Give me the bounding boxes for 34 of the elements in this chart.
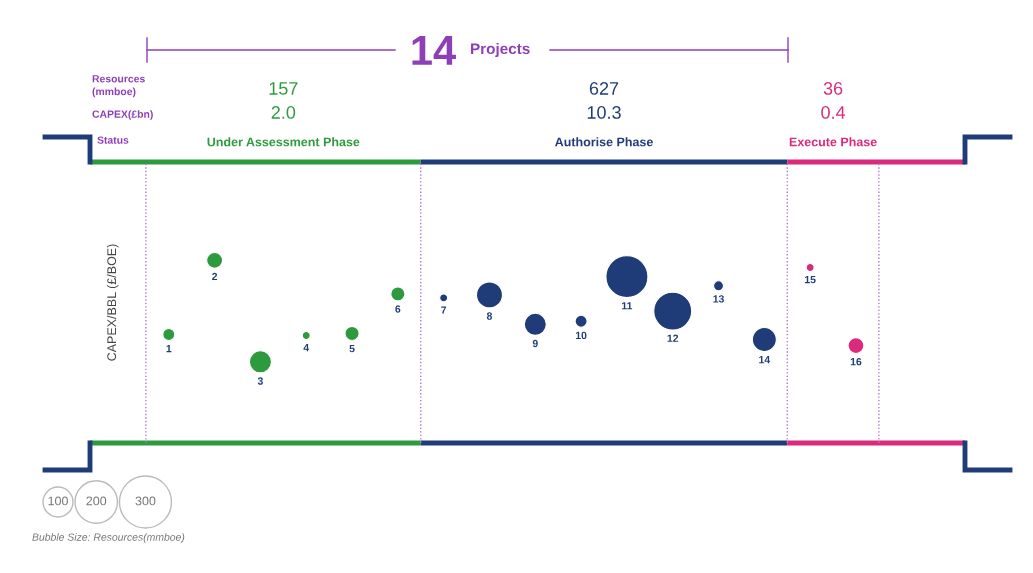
text: Under Assessment Phase (207, 137, 360, 147)
x-tick-label: 13 (713, 295, 724, 303)
legend-label: 200 (86, 496, 107, 506)
legend-label: 300 (135, 496, 156, 506)
text: Resources (mmboe) (92, 75, 145, 98)
x-tick-label: 9 (532, 339, 538, 348)
x-tick-label: 1 (166, 345, 172, 353)
text: 627 (589, 82, 619, 95)
x-tick-label: 8 (486, 312, 493, 320)
text: 2.0 (271, 106, 296, 119)
text: Projects (471, 42, 530, 58)
x-tick-label: 15 (805, 276, 816, 284)
x-tick-label: 10 (575, 331, 587, 340)
x-tick-label: 11 (622, 302, 633, 310)
legend-label: 100 (48, 496, 68, 506)
text: 157 (269, 82, 298, 95)
x-tick-label: 12 (667, 334, 679, 342)
text: Status (97, 136, 129, 144)
text: 10.3 (587, 106, 621, 119)
y-axis-title: CAPEX/BBL (£/BOE) (106, 244, 119, 361)
text: 14 (412, 36, 456, 65)
text: 36 (823, 82, 843, 95)
x-tick-label: 16 (850, 358, 862, 366)
x-tick-label: 7 (441, 306, 447, 314)
x-tick-label: 6 (395, 305, 401, 313)
text: Execute Phase (789, 137, 877, 147)
x-tick-label: 4 (303, 343, 310, 352)
x-tick-label: 2 (212, 272, 218, 281)
text: Authorise Phase (555, 137, 653, 147)
text: CAPEX(£bn) (92, 110, 153, 120)
text: Bubble Size: Resources(mmboe) (32, 533, 185, 543)
text: 0.4 (821, 106, 846, 119)
x-tick-label: 3 (257, 377, 263, 385)
x-tick-label: 5 (349, 345, 355, 353)
